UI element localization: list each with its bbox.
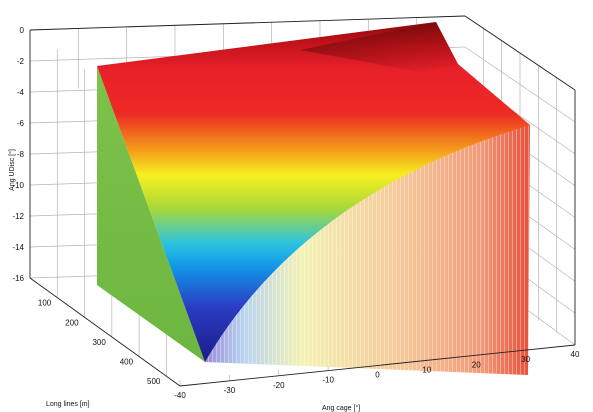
x-tick-label: 500 bbox=[147, 377, 161, 386]
x-tick-label: 300 bbox=[92, 338, 106, 347]
y-tick-label: -30 bbox=[224, 386, 236, 395]
x-axis-label: Long lines [m] bbox=[46, 401, 90, 408]
z-tick-label: -6 bbox=[17, 119, 25, 128]
z-tick-label: -4 bbox=[17, 88, 25, 97]
z-tick-label: -8 bbox=[17, 150, 25, 159]
y-tick-label: 30 bbox=[521, 355, 530, 364]
y-tick-label: -40 bbox=[174, 391, 186, 400]
y-axis-label: Ang cage [°] bbox=[322, 404, 360, 412]
z-axis-ticks: 0 -2 -4 -6 -8 -10 -12 -14 -16 bbox=[12, 26, 24, 283]
y-tick-label: 10 bbox=[422, 365, 431, 374]
x-axis-ticks: 100 200 300 400 500 bbox=[38, 299, 161, 387]
z-axis-label: Ang UDisc [°] bbox=[8, 149, 16, 191]
y-tick-label: -10 bbox=[322, 376, 334, 385]
surface bbox=[97, 22, 530, 375]
y-tick-label: 40 bbox=[571, 350, 580, 359]
surface-front-stripes bbox=[205, 125, 530, 375]
z-tick-label: -2 bbox=[17, 57, 25, 66]
z-tick-label: -10 bbox=[12, 181, 24, 190]
surface-top-face bbox=[97, 22, 530, 362]
z-tick-label: 0 bbox=[20, 26, 25, 35]
surface-dark-corner bbox=[300, 22, 458, 72]
y-tick-label: -20 bbox=[273, 381, 285, 390]
y-tick-label: 0 bbox=[375, 371, 380, 380]
x-tick-label: 200 bbox=[65, 318, 79, 327]
z-tick-label: -12 bbox=[12, 212, 24, 221]
x-tick-label: 400 bbox=[120, 358, 134, 367]
axes-frame bbox=[29, 15, 576, 387]
y-tick-label: 20 bbox=[472, 360, 481, 369]
z-tick-label: -14 bbox=[12, 243, 24, 252]
x-tick-label: 100 bbox=[38, 299, 52, 308]
y-axis-ticks: -40 -30 -20 -10 0 10 20 30 40 bbox=[174, 350, 580, 400]
z-tick-label: -16 bbox=[12, 274, 24, 283]
